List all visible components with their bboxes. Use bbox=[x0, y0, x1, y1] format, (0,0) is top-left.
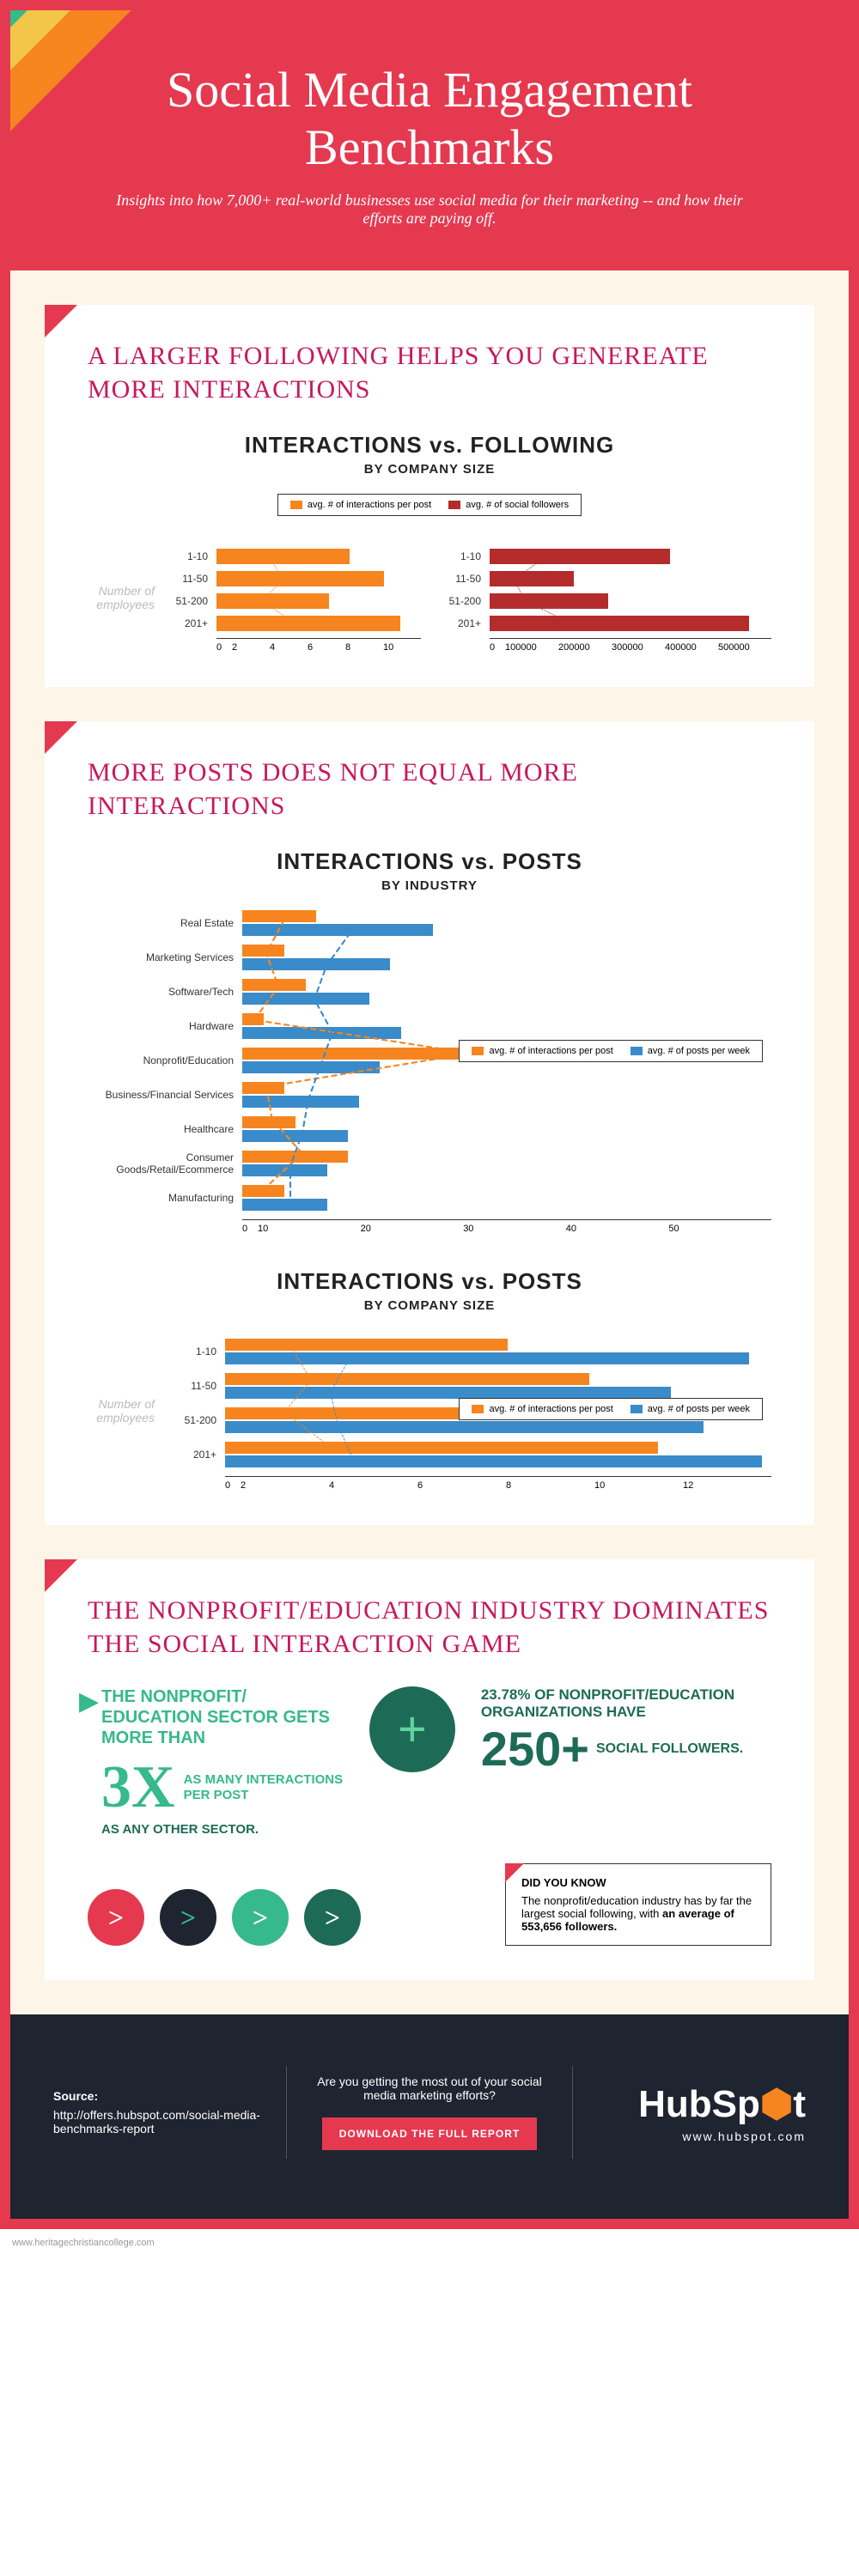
download-button[interactable]: DOWNLOAD THE FULL REPORT bbox=[322, 2117, 537, 2150]
legend-item: avg. # of interactions per post bbox=[472, 1046, 612, 1056]
bar-row: Software/Tech bbox=[88, 979, 771, 1005]
x-axis: 024681012 bbox=[225, 1476, 771, 1491]
bar-row: Hardware bbox=[88, 1013, 771, 1039]
dyk-title: DID YOU KNOW bbox=[521, 1876, 755, 1889]
arrow-circle-icon: > bbox=[88, 1889, 144, 1946]
bar-row: 11-50 bbox=[438, 571, 771, 586]
bar-row: 51-200 bbox=[438, 593, 771, 609]
x-axis: 0100000200000300000400000500000 bbox=[490, 638, 771, 653]
plus-icon: + bbox=[369, 1686, 455, 1772]
bar-row: 11-50 bbox=[165, 1373, 771, 1399]
legend-item: avg. # of posts per week bbox=[631, 1046, 750, 1056]
cta-block: Are you getting the most out of your soc… bbox=[286, 2066, 572, 2159]
x-axis: 0246810 bbox=[216, 638, 421, 653]
legend-item: avg. # of interactions per post bbox=[472, 1404, 612, 1414]
corner-triangle bbox=[45, 305, 77, 337]
hubspot-logo: HubSp⬢t bbox=[573, 2082, 806, 2126]
section-nonprofit: THE NONPROFIT/EDUCATION INDUSTRY DOMINAT… bbox=[45, 1559, 814, 1980]
source-label: Source: bbox=[53, 2089, 286, 2103]
corner-triangle bbox=[45, 1559, 77, 1592]
legend-item: avg. # of posts per week bbox=[631, 1404, 750, 1414]
source-block: Source: http://offers.hubspot.com/social… bbox=[53, 2089, 286, 2136]
bar-row: 201+ bbox=[165, 1442, 771, 1467]
stat-mid: AS MANY INTERACTIONS PER POST bbox=[184, 1772, 344, 1803]
bar-row: Consumer Goods/Retail/Ecommerce bbox=[88, 1151, 771, 1176]
bar-row: 1-10 bbox=[165, 1339, 771, 1364]
chart-title: INTERACTIONS vs. FOLLOWING bbox=[88, 432, 771, 459]
legend: avg. # of interactions per post avg. # of… bbox=[459, 1040, 763, 1062]
bar-row: 51-200 bbox=[165, 593, 421, 609]
bar-row: Healthcare bbox=[88, 1116, 771, 1142]
section-title: THE NONPROFIT/EDUCATION INDUSTRY DOMINAT… bbox=[88, 1594, 771, 1661]
bar-row: Real Estate bbox=[88, 910, 771, 936]
x-axis: 01020304050 bbox=[242, 1219, 771, 1234]
nonprofit-3x-stat: ▶ THE NONPROFIT/ EDUCATION SECTOR GETS M… bbox=[88, 1686, 344, 1838]
cta-text: Are you getting the most out of your soc… bbox=[313, 2075, 545, 2102]
legend-item: avg. # of interactions per post bbox=[290, 500, 431, 510]
y-axis-label: Number of employees bbox=[88, 1397, 165, 1425]
stat-end: AS ANY OTHER SECTOR. bbox=[101, 1822, 344, 1838]
corner-triangle bbox=[45, 721, 77, 754]
stat-intro: THE NONPROFIT/ EDUCATION SECTOR GETS MOR… bbox=[101, 1686, 344, 1748]
bar-row: Marketing Services bbox=[88, 945, 771, 970]
footer: Source: http://offers.hubspot.com/social… bbox=[10, 2014, 849, 2219]
chart-by-industry: Real Estate Marketing Services Software/Te… bbox=[88, 910, 771, 1234]
arrow-circles: > > > > bbox=[88, 1889, 361, 1946]
main-title: Social Media Engagement Benchmarks bbox=[45, 62, 814, 176]
legend: avg. # of interactions per post avg. # of… bbox=[459, 1398, 763, 1420]
bar-row: 11-50 bbox=[165, 571, 421, 586]
chart-subtitle: BY INDUSTRY bbox=[88, 878, 771, 893]
section-posts: MORE POSTS DOES NOT EQUAL MORE INTERACTI… bbox=[45, 721, 814, 1525]
credit-line: www.heritagechristiancollege.com bbox=[0, 2229, 859, 2257]
big-number: 250+ bbox=[481, 1721, 589, 1777]
chart-followers-by-size: 1-10 11-50 51-200 201+ 010000020000030000040… bbox=[438, 542, 771, 653]
bar-row: Manufacturing bbox=[88, 1185, 771, 1211]
arrow-circle-icon: > bbox=[160, 1889, 216, 1946]
bar-row: 201+ bbox=[165, 616, 421, 631]
logo-url: www.hubspot.com bbox=[573, 2129, 806, 2143]
corner-triangle bbox=[505, 1863, 524, 1882]
section-title: A LARGER FOLLOWING HELPS YOU GENEREATE M… bbox=[88, 339, 771, 406]
source-url: http://offers.hubspot.com/social-media-b… bbox=[53, 2108, 260, 2136]
bar-row: 1-10 bbox=[165, 549, 421, 564]
bar-row: Business/Financial Services bbox=[88, 1082, 771, 1108]
dyk-body: The nonprofit/education industry has by … bbox=[521, 1894, 755, 1933]
infographic-container: Social Media Engagement Benchmarks Insig… bbox=[0, 0, 859, 2229]
triangle-icon: ▶ bbox=[79, 1686, 99, 1716]
chart-interactions-by-size: Number of employees 1-10 11-50 51-200 201+ 0… bbox=[88, 542, 421, 653]
stat-percent: 23.78% OF NONPROFIT/EDUCATION ORGANIZATI… bbox=[481, 1686, 771, 1721]
nonprofit-250-stat: 23.78% OF NONPROFIT/EDUCATION ORGANIZATI… bbox=[481, 1686, 771, 1777]
chart-title: INTERACTIONS vs. POSTS bbox=[88, 1268, 771, 1295]
chart-subtitle: BY COMPANY SIZE bbox=[88, 462, 771, 477]
bar-row: 201+ bbox=[438, 616, 771, 631]
big-number: 3X bbox=[101, 1753, 175, 1822]
header: Social Media Engagement Benchmarks Insig… bbox=[10, 10, 849, 270]
legend: avg. # of interactions per post avg. # of… bbox=[277, 494, 582, 516]
main-subtitle: Insights into how 7,000+ real-world busi… bbox=[45, 191, 814, 228]
legend-item: avg. # of social followers bbox=[448, 500, 569, 510]
chart-subtitle: BY COMPANY SIZE bbox=[88, 1298, 771, 1313]
did-you-know-box: DID YOU KNOW The nonprofit/education ind… bbox=[505, 1863, 771, 1946]
section-following: A LARGER FOLLOWING HELPS YOU GENEREATE M… bbox=[45, 305, 814, 687]
arrow-circle-icon: > bbox=[304, 1889, 361, 1946]
logo-block: HubSp⬢t www.hubspot.com bbox=[573, 2082, 806, 2143]
bar-row: 1-10 bbox=[438, 549, 771, 564]
chart-title: INTERACTIONS vs. POSTS bbox=[88, 848, 771, 875]
y-axis-label: Number of employees bbox=[88, 584, 165, 611]
section-title: MORE POSTS DOES NOT EQUAL MORE INTERACTI… bbox=[88, 756, 771, 823]
stat-label: SOCIAL FOLLOWERS. bbox=[596, 1741, 743, 1757]
arrow-circle-icon: > bbox=[232, 1889, 289, 1946]
